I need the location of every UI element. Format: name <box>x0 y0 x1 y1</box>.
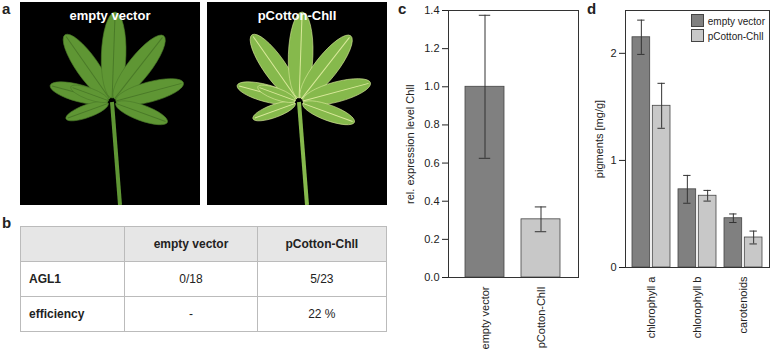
svg-text:0.2: 0.2 <box>424 233 439 245</box>
html-text:0/18: 0/18 <box>179 272 203 286</box>
svg-text:0: 0 <box>610 261 616 273</box>
svg-text:pigments [mg/g]: pigments [mg/g] <box>593 100 605 178</box>
html-text:empty vector: empty vector <box>153 237 229 251</box>
svg-text:1.2: 1.2 <box>424 42 439 54</box>
svg-text:chlorophyll a: chlorophyll a <box>645 276 657 339</box>
html-text:c: c <box>398 0 407 17</box>
html-text:AGL1: AGL1 <box>29 272 61 286</box>
svg-text:chlorophyll b: chlorophyll b <box>691 277 703 339</box>
html-text:22 %: 22 % <box>308 307 336 321</box>
svg-text:0.8: 0.8 <box>424 118 439 130</box>
html-text:pCotton-ChlI: pCotton-ChlI <box>707 31 764 42</box>
svg-text:1.4: 1.4 <box>424 4 439 16</box>
html-text:a: a <box>2 0 11 17</box>
html-text:d: d <box>587 0 597 17</box>
html-text:pCotton-ChlI: pCotton-ChlI <box>285 237 359 251</box>
svg-text:2: 2 <box>610 47 616 59</box>
html-text:empty vector: empty vector <box>707 16 765 27</box>
svg-text:rel. expression level ChlI: rel. expression level ChlI <box>404 84 416 204</box>
svg-text:0.4: 0.4 <box>424 195 439 207</box>
html-text:5/23: 5/23 <box>310 272 334 286</box>
svg-text:0.6: 0.6 <box>424 157 439 169</box>
html-text:efficiency: efficiency <box>29 307 85 321</box>
svg-text:empty vector: empty vector <box>479 286 491 349</box>
svg-text:1: 1 <box>610 154 616 166</box>
svg-text:carotenoids: carotenoids <box>737 276 749 333</box>
html-text:pCotton-ChlI: pCotton-ChlI <box>257 8 337 23</box>
svg-text:pCotton-ChlI: pCotton-ChlI <box>535 287 547 349</box>
html-text:empty vector: empty vector <box>69 8 151 23</box>
svg-text:0.0: 0.0 <box>424 271 439 283</box>
svg-text:1.0: 1.0 <box>424 80 439 92</box>
html-text:b: b <box>2 214 12 231</box>
